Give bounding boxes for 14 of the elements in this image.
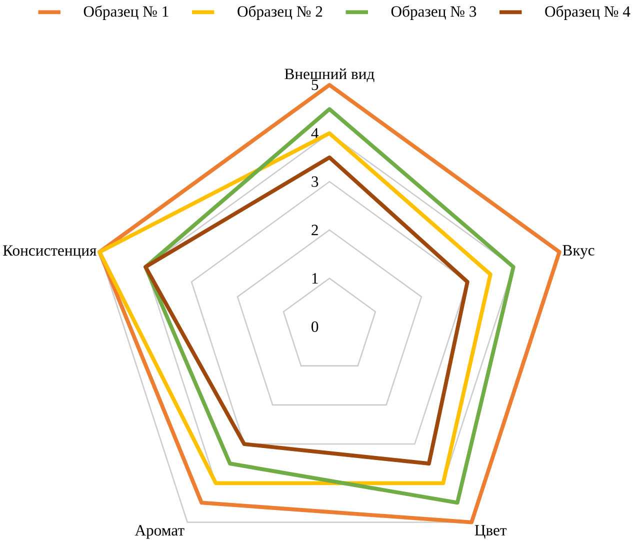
legend-label: Образец № 2 [238,5,322,20]
spoke-label: Консистенция [3,245,96,258]
legend-label: Образец № 1 [84,5,168,20]
y-tick-label: 4 [311,128,319,138]
legend-label: Образец № 4 [545,5,630,20]
y-tick-label: 3 [312,176,318,187]
spoke-label: Цвет [474,524,507,539]
legend-label: Образец № 3 [391,5,476,20]
spoke-label: Вкус [562,245,594,259]
y-tick-label: 0 [312,321,318,332]
y-tick-label: 1 [312,273,318,284]
spoke-label: Аромат [134,524,184,539]
y-tick-label: 5 [312,80,318,90]
y-tick-label: 2 [312,224,318,236]
